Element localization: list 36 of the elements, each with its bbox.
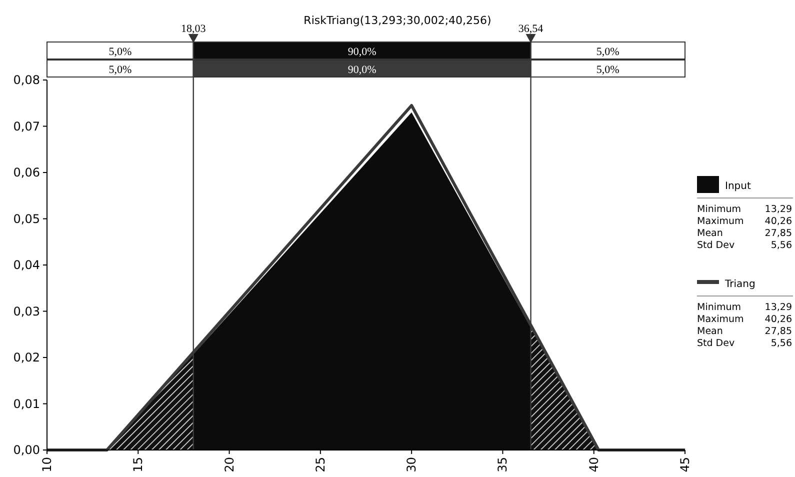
- x-tick-label: 35: [496, 457, 510, 472]
- text: Minimum 13,29: [697, 204, 792, 215]
- x-tick-label: 15: [131, 457, 146, 472]
- text: Input: [725, 181, 751, 192]
- text: Minimum 13,29: [697, 302, 792, 313]
- y-tick-label: 0,07: [13, 119, 40, 134]
- x-tick-label: 20: [222, 457, 236, 472]
- ref-line-label: 36,54: [518, 23, 544, 35]
- text: Mean 27,85: [697, 228, 792, 239]
- y-tick-label: 0,02: [13, 350, 40, 364]
- x-tick-label: 45: [678, 457, 692, 472]
- x-tick-label: 40: [586, 457, 601, 472]
- legend-label: Triang: [724, 279, 756, 290]
- text: 5,0%: [108, 64, 132, 76]
- x-tick-label: 10: [40, 457, 54, 472]
- y-tick-label: 0,04: [13, 258, 40, 272]
- text: 90,0%: [348, 46, 376, 58]
- text: Std Dev 5,56: [697, 338, 792, 349]
- x-tick-label: 25: [313, 457, 328, 472]
- text: 5,0%: [596, 64, 620, 76]
- text: 90,0%: [348, 64, 376, 76]
- text: Maximum 40,26: [697, 314, 792, 325]
- ref-line-label: 18,03: [181, 23, 206, 35]
- text: 5,0%: [596, 46, 620, 58]
- y-tick-label: 0,05: [13, 212, 40, 226]
- text: Maximum 40,26: [697, 216, 792, 227]
- y-tick-label: 0,00: [13, 443, 40, 457]
- text: 5,0%: [108, 46, 132, 58]
- y-tick-label: 0,01: [13, 396, 40, 411]
- x-tick-label: 30: [404, 457, 419, 472]
- y-tick-label: 0,08: [13, 73, 40, 87]
- y-tick-label: 0,03: [13, 304, 40, 318]
- chart-subtitle: RiskTriang(13,293;30,002;40,256): [304, 14, 492, 27]
- y-tick-label: 0,06: [13, 166, 40, 180]
- text: Mean 27,85: [697, 326, 792, 337]
- text: Std Dev 5,56: [697, 240, 792, 251]
